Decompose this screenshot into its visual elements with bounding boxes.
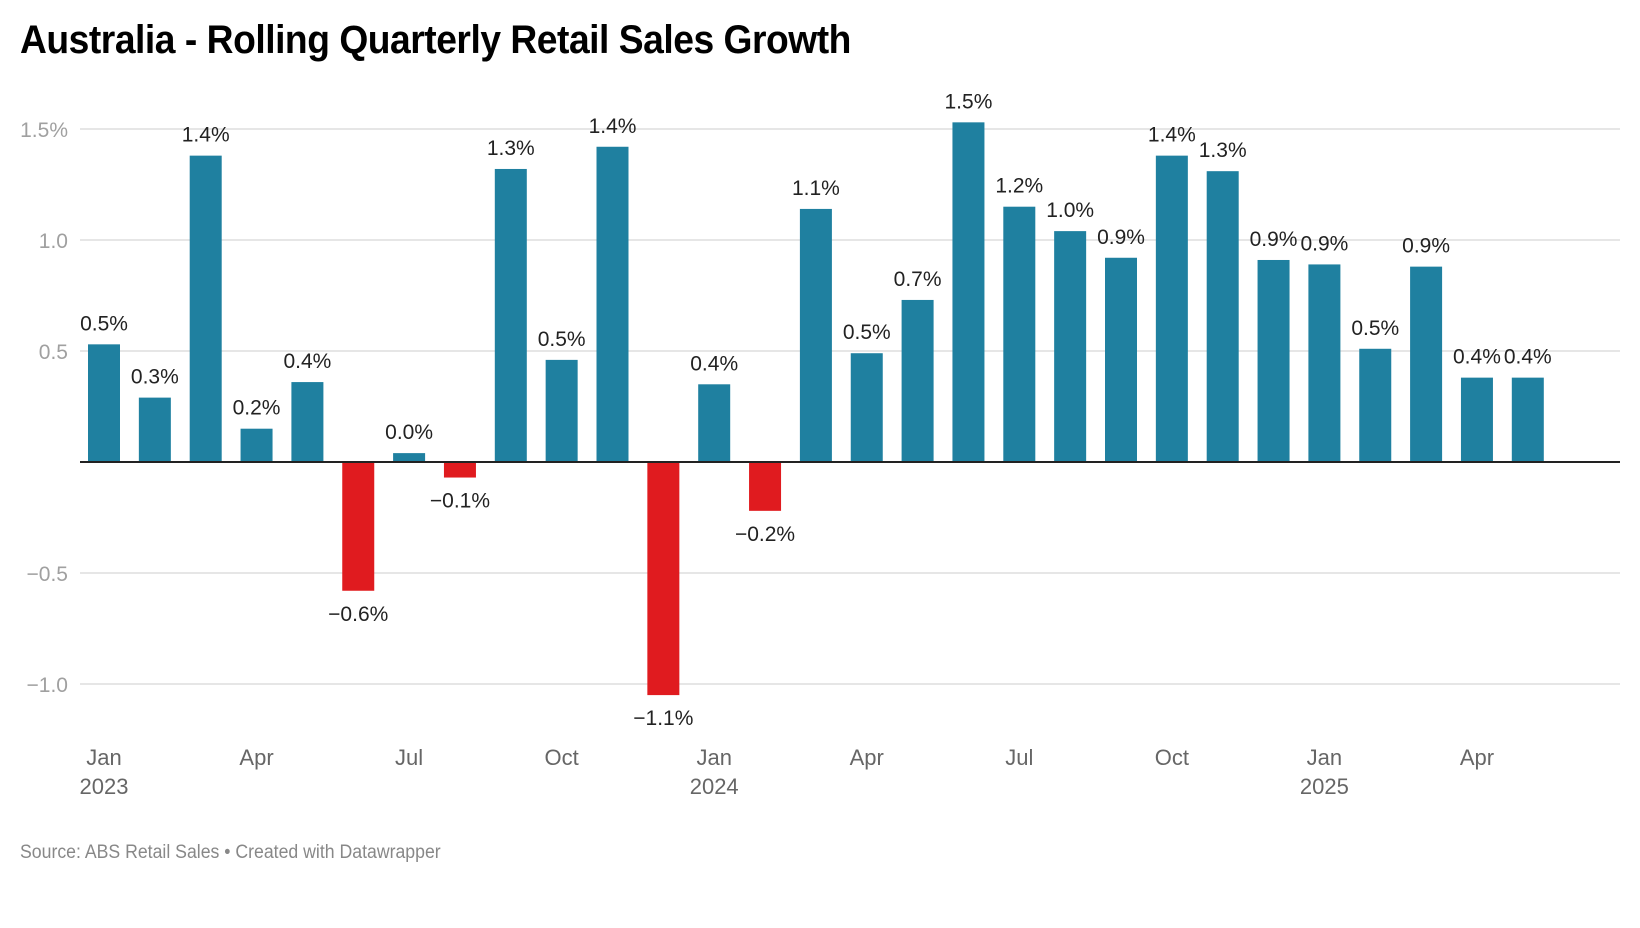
x-tick-label: Oct: [545, 745, 579, 770]
x-tick-year: 2023: [80, 774, 129, 799]
bar: [494, 168, 527, 462]
x-tick-label: Apr: [239, 745, 273, 770]
bar: [799, 208, 832, 462]
data-label: 1.3%: [1199, 139, 1247, 162]
chart-title: Australia - Rolling Quarterly Retail Sal…: [20, 18, 851, 62]
x-tick-label: Jan: [86, 745, 121, 770]
bar: [1155, 155, 1188, 462]
y-tick-label: 1.5%: [20, 119, 68, 142]
bar: [1511, 377, 1544, 462]
bar: [1054, 231, 1087, 462]
data-label: 1.0%: [1046, 199, 1094, 222]
data-label: −0.2%: [735, 523, 795, 546]
y-tick-label: 0.5: [39, 341, 68, 364]
x-tick-label: Oct: [1155, 745, 1189, 770]
bar: [1105, 257, 1137, 462]
bar: [240, 428, 273, 462]
data-label: 1.5%: [945, 90, 993, 113]
data-label: 1.4%: [589, 115, 637, 138]
data-label: −0.1%: [430, 490, 490, 513]
data-label: 0.4%: [283, 350, 331, 373]
data-label: 0.5%: [538, 328, 586, 351]
bar: [1257, 259, 1290, 462]
bar: [189, 155, 222, 462]
bar: [901, 299, 934, 462]
data-label: 0.9%: [1300, 232, 1348, 255]
bar: [1460, 377, 1493, 462]
bar: [1359, 348, 1392, 462]
bar: [647, 462, 680, 696]
data-label: 0.5%: [80, 312, 128, 335]
x-tick-label: Jan: [696, 745, 731, 770]
source-note: Source: ABS Retail Sales • Created with …: [20, 842, 441, 863]
data-label: 1.2%: [995, 175, 1043, 198]
data-label: 1.4%: [1148, 124, 1196, 147]
data-label: 0.3%: [131, 366, 179, 389]
data-label: 0.9%: [1402, 235, 1450, 258]
data-label: 0.5%: [843, 321, 891, 344]
data-label: 0.4%: [1504, 346, 1552, 369]
bar: [1410, 266, 1443, 462]
bar: [291, 382, 324, 462]
data-label: 0.9%: [1250, 228, 1298, 251]
x-tick-label: Apr: [850, 745, 884, 770]
bar: [1308, 264, 1341, 462]
bar: [1003, 206, 1036, 462]
y-tick-label: −1.0: [27, 674, 68, 697]
x-tick-label: Jul: [395, 745, 423, 770]
data-label: 1.1%: [792, 177, 840, 200]
bar: [342, 462, 375, 591]
bar: [952, 122, 985, 462]
data-label: 0.2%: [233, 397, 281, 420]
x-tick-year: 2025: [1300, 774, 1349, 799]
data-label: −0.6%: [328, 603, 388, 626]
bar: [138, 397, 171, 462]
data-label: −1.1%: [633, 707, 693, 730]
data-label: 0.0%: [385, 421, 433, 444]
data-label: 1.4%: [182, 124, 230, 147]
bar: [443, 462, 476, 478]
x-tick-label: Jan: [1307, 745, 1342, 770]
bar: [596, 146, 629, 462]
x-tick-year: 2024: [690, 774, 739, 799]
bar: [1206, 171, 1239, 462]
x-tick-label: Jul: [1005, 745, 1033, 770]
bar: [698, 384, 731, 462]
data-label: 0.9%: [1097, 226, 1145, 249]
bar: [393, 453, 426, 462]
bar: [88, 344, 120, 462]
bar: [850, 353, 883, 462]
data-label: 0.7%: [894, 268, 942, 291]
bar: [545, 359, 578, 462]
y-tick-label: −0.5: [27, 563, 68, 586]
bar: [749, 462, 782, 511]
data-label: 1.3%: [487, 137, 535, 160]
data-label: 0.5%: [1351, 317, 1399, 340]
data-label: 0.4%: [1453, 346, 1501, 369]
x-tick-label: Apr: [1460, 745, 1494, 770]
y-tick-label: 1.0: [39, 230, 68, 253]
data-label: 0.4%: [690, 352, 738, 375]
